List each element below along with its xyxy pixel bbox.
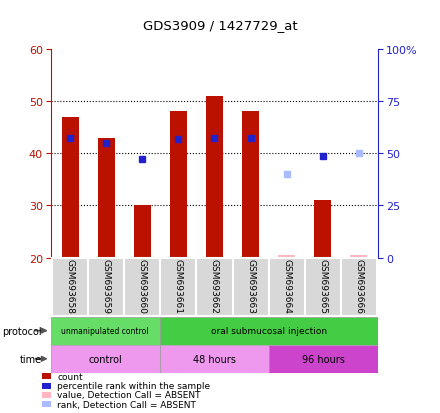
Text: GSM693664: GSM693664 (282, 259, 291, 313)
Text: GSM693663: GSM693663 (246, 259, 255, 313)
Bar (160, 345, 269, 373)
Text: control: control (88, 354, 122, 364)
Text: value, Detection Call = ABSENT: value, Detection Call = ABSENT (57, 390, 201, 399)
FancyBboxPatch shape (88, 258, 125, 316)
Bar (269, 345, 378, 373)
Text: unmanipulated control: unmanipulated control (62, 326, 149, 335)
FancyBboxPatch shape (52, 258, 88, 316)
FancyBboxPatch shape (341, 258, 377, 316)
FancyBboxPatch shape (268, 258, 304, 316)
Bar (242, 112, 259, 258)
Bar (42, 401, 51, 407)
FancyBboxPatch shape (197, 258, 232, 316)
Bar (42, 383, 51, 389)
Text: GSM693666: GSM693666 (354, 259, 363, 313)
Bar (98, 138, 114, 258)
Text: GSM693660: GSM693660 (138, 259, 147, 313)
Bar (315, 201, 331, 258)
Text: GSM693658: GSM693658 (66, 259, 75, 313)
Bar (42, 392, 51, 398)
Text: GSM693661: GSM693661 (174, 259, 183, 313)
FancyBboxPatch shape (304, 258, 341, 316)
Bar (51, 317, 160, 345)
Text: percentile rank within the sample: percentile rank within the sample (57, 381, 210, 390)
Text: count: count (57, 372, 83, 381)
Bar (134, 206, 150, 258)
Bar (160, 317, 378, 345)
Bar (51, 345, 160, 373)
Text: 96 hours: 96 hours (302, 354, 345, 364)
Bar (206, 97, 223, 258)
Text: 48 hours: 48 hours (193, 354, 236, 364)
Bar (42, 373, 51, 379)
Bar (170, 112, 187, 258)
Bar (279, 256, 295, 258)
Bar (351, 256, 367, 258)
Text: oral submucosal injection: oral submucosal injection (211, 326, 327, 335)
FancyBboxPatch shape (125, 258, 161, 316)
Text: protocol: protocol (2, 326, 42, 336)
Text: GSM693662: GSM693662 (210, 259, 219, 313)
Text: GDS3909 / 1427729_at: GDS3909 / 1427729_at (143, 19, 297, 31)
Text: GSM693659: GSM693659 (102, 259, 111, 313)
Bar (62, 117, 78, 258)
FancyBboxPatch shape (161, 258, 197, 316)
FancyBboxPatch shape (232, 258, 268, 316)
Text: time: time (20, 354, 42, 364)
Text: rank, Detection Call = ABSENT: rank, Detection Call = ABSENT (57, 400, 196, 409)
Text: GSM693665: GSM693665 (318, 259, 327, 313)
